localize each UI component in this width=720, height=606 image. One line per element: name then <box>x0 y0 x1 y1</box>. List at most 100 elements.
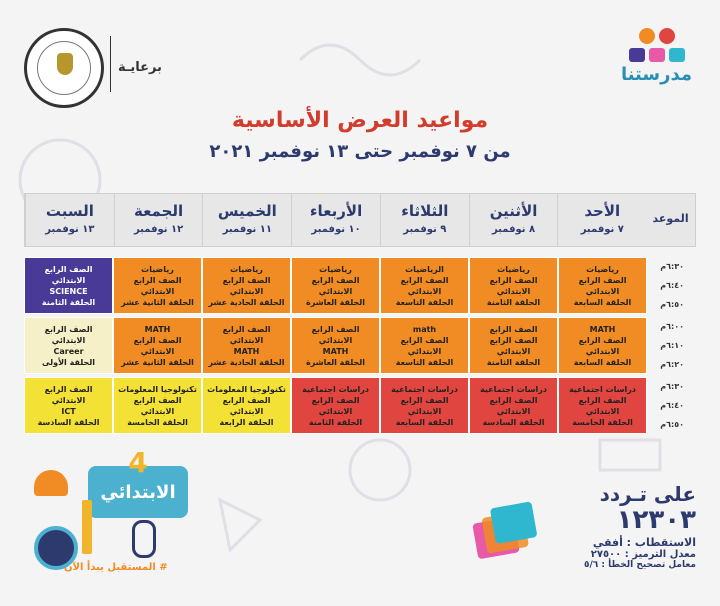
schedule-cell: الصف الرابع الابتدائي ICT الحلقة السادسة <box>24 377 113 434</box>
schedule-cell: رياضيات الصف الرابع الابتدائي الحلقة الثام… <box>469 257 558 314</box>
cell-line: الحلقة التاسعة <box>395 297 454 307</box>
cell-line: الحلقة الحادية عشر <box>208 297 285 307</box>
grade-label: الابتدائي <box>100 482 176 503</box>
table-header: السبت ١٣ نوفمبر الجمعة ١٢ نوفمبر الخميس ١١ … <box>24 193 696 247</box>
symbol-rate: معدل الترميز : ٢٧٥٠٠ <box>590 549 696 560</box>
cell-line: الصف الرابع الابتدائي <box>222 275 271 296</box>
logo-block <box>649 48 665 62</box>
cell-line: دراسات اجتماعية <box>480 384 547 394</box>
schedule-cell: رياضيات الصف الرابع الابتدائي الحلقة الساب… <box>558 257 647 314</box>
cell-line: تكنولوجيا المعلومات <box>207 384 286 394</box>
cell-line: رياضيات <box>141 264 174 274</box>
cell-line: math <box>412 324 437 334</box>
logo-dot <box>639 28 655 44</box>
schedule-cell: دراسات اجتماعية الصف الرابع الابتدائي الحل… <box>291 377 380 434</box>
cell-line: الحلقة الثامنة <box>486 357 541 367</box>
cell-line: الصف الرابع الابتدائي <box>44 324 93 345</box>
cell-line: رياضيات <box>586 264 619 274</box>
page-subtitle: من ٧ نوفمبر حتى ١٣ نوفمبر ٢٠٢١ <box>209 141 511 162</box>
schedule-cell: تكنولوجيا المعلومات الصف الرابع الابتدائي… <box>202 377 291 434</box>
schedule-cell: math الصف الرابع الابتدائي الحلقة التاسعة <box>380 317 469 374</box>
cell-line: الصف الرابع الابتدائي <box>44 264 93 285</box>
grade-number: 4 <box>128 446 148 479</box>
day-header: الأثنين ٨ نوفمبر <box>468 194 558 246</box>
schedule-row: الصف الرابع الابتدائي ICT الحلقة السادسة تك… <box>24 377 696 434</box>
cell-line: الحلقة الثانية عشر <box>121 297 194 307</box>
schedule-row: الصف الرابع الابتدائي SCIENCE الحلقة الثام… <box>24 257 696 314</box>
day-header: الجمعة ١٢ نوفمبر <box>113 194 203 246</box>
time-header: الموعد <box>652 212 689 225</box>
cell-line: الصف الرابع الابتدائي <box>133 275 182 296</box>
cell-line: الصف الرابع الابتدائي <box>222 395 271 416</box>
cell-line: الحلقة التاسعة <box>395 357 454 367</box>
cell-line: دراسات اجتماعية <box>391 384 458 394</box>
fec: معامل تصحيح الخطأ : ٥/٦ <box>583 560 696 570</box>
schedule-cell: دراسات اجتماعية الصف الرابع الابتدائي الحل… <box>380 377 469 434</box>
grade-badge: 4 الابتدائي <box>88 446 188 518</box>
sticky-notes-icon <box>470 501 544 562</box>
logo-dot <box>659 28 675 44</box>
cell-line: الصف الرابع الابتدائي <box>311 324 360 345</box>
logo-block <box>669 48 685 62</box>
cell-line: الصف الرابع الابتدائي <box>400 275 449 296</box>
time-slot: ٦:٥٠م <box>660 420 684 429</box>
cell-line: الحلقة الثانية عشر <box>121 357 194 367</box>
cell-line: الحلقة السادسة <box>37 417 100 427</box>
schedule-cell: الصف الرابع الابتدائي SCIENCE الحلقة الثام… <box>24 257 113 314</box>
frequency-info: على تـردد ١٢٣٠٣ الاستقطاب : أفقي معدل ال… <box>556 482 696 570</box>
cell-line: الصف الرابع الابتدائي <box>489 275 538 296</box>
cell-line: دراسات اجتماعية <box>569 384 636 394</box>
cell-line: تكنولوجيا المعلومات <box>118 384 197 394</box>
schedule-cell: تكنولوجيا المعلومات الصف الرابع الابتدائي… <box>113 377 202 434</box>
day-header: الأربعاء ١٠ نوفمبر <box>291 194 380 246</box>
time-slot: ٦:٤٠م <box>660 401 684 410</box>
cell-line: الصف الرابع الابتدائي <box>311 275 360 296</box>
cell-line: MATH <box>589 324 616 334</box>
schedule-cell: MATH الصف الرابع الابتدائي الحلقة الثانية … <box>113 317 202 374</box>
cell-line: الحلقة الخامسة <box>572 417 633 427</box>
cell-line: الحلقة السابعة <box>573 357 632 367</box>
cell-line: الصف الرابع الابتدائي <box>400 395 449 416</box>
cell-line: MATH <box>144 324 171 334</box>
sponsor-label: برعايـة <box>118 60 162 75</box>
time-slots: ٦:٠٠م ٦:١٠م ٦:٢٠م <box>647 317 696 374</box>
schedule-cell: الصف الرابع الصف الرابع الابتدائي الحلقة ا… <box>469 317 558 374</box>
schedule-cell: رياضيات الصف الرابع الابتدائي الحلقة الحاد… <box>202 257 291 314</box>
time-slot: ٦:٢٠م <box>660 360 684 369</box>
cell-line: الصف الرابع الابتدائي <box>578 395 627 416</box>
schedule-cell: الصف الرابع الابتدائي Career الحلقة الأولى <box>24 317 113 374</box>
paperclip-icon <box>132 520 156 558</box>
lamp-icon <box>34 470 68 496</box>
schedule-cell: الرياضيات الصف الرابع الابتدائي الحلقة الت… <box>380 257 469 314</box>
cell-line: MATH <box>322 346 349 356</box>
pencil-icon <box>82 500 92 554</box>
cell-line: الحلقة السادسة <box>482 417 545 427</box>
cell-line: الصف الرابع الابتدائي <box>489 335 538 356</box>
frequency-value: ١٢٣٠٣ <box>616 505 696 535</box>
schedule-row: الصف الرابع الابتدائي Career الحلقة الأولى… <box>24 317 696 374</box>
cell-line: الحلقة السابعة <box>395 417 454 427</box>
cell-line: رياضيات <box>319 264 352 274</box>
cell-line: الابتدائي <box>496 406 531 416</box>
time-slot: ٦:٤٠م <box>660 281 684 290</box>
cell-line: الصف الرابع الابتدائي <box>311 395 360 416</box>
frequency-label: على تـردد <box>599 482 696 506</box>
time-slot: ٦:١٠م <box>660 341 684 350</box>
time-slot: ٦:٣٠م <box>660 382 684 391</box>
cell-line: الصف الرابع الابتدائي <box>578 275 627 296</box>
schedule-table: السبت ١٣ نوفمبر الجمعة ١٢ نوفمبر الخميس ١١ … <box>24 193 696 434</box>
alarm-clock-icon <box>34 526 78 570</box>
cell-line: الحلقة الحادية عشر <box>208 357 285 367</box>
madrasatna-logo: مدرستنا <box>620 28 692 85</box>
cell-line: الصف الرابع <box>489 324 538 334</box>
cell-line: الحلقة العاشرة <box>306 297 366 307</box>
time-slot: ٦:٠٠م <box>660 322 684 331</box>
cell-line: الحلقة الثامنة <box>486 297 541 307</box>
day-header: الخميس ١١ نوفمبر <box>202 194 291 246</box>
cell-line: ICT <box>61 406 76 416</box>
brand-name: مدرستنا <box>620 64 692 85</box>
cell-line: دراسات اجتماعية <box>302 384 369 394</box>
page-title: مواعيد العرض الأساسية <box>231 108 489 133</box>
time-slot: ٦:٥٠م <box>660 300 684 309</box>
cell-line: الحلقة الثامنة <box>41 297 96 307</box>
